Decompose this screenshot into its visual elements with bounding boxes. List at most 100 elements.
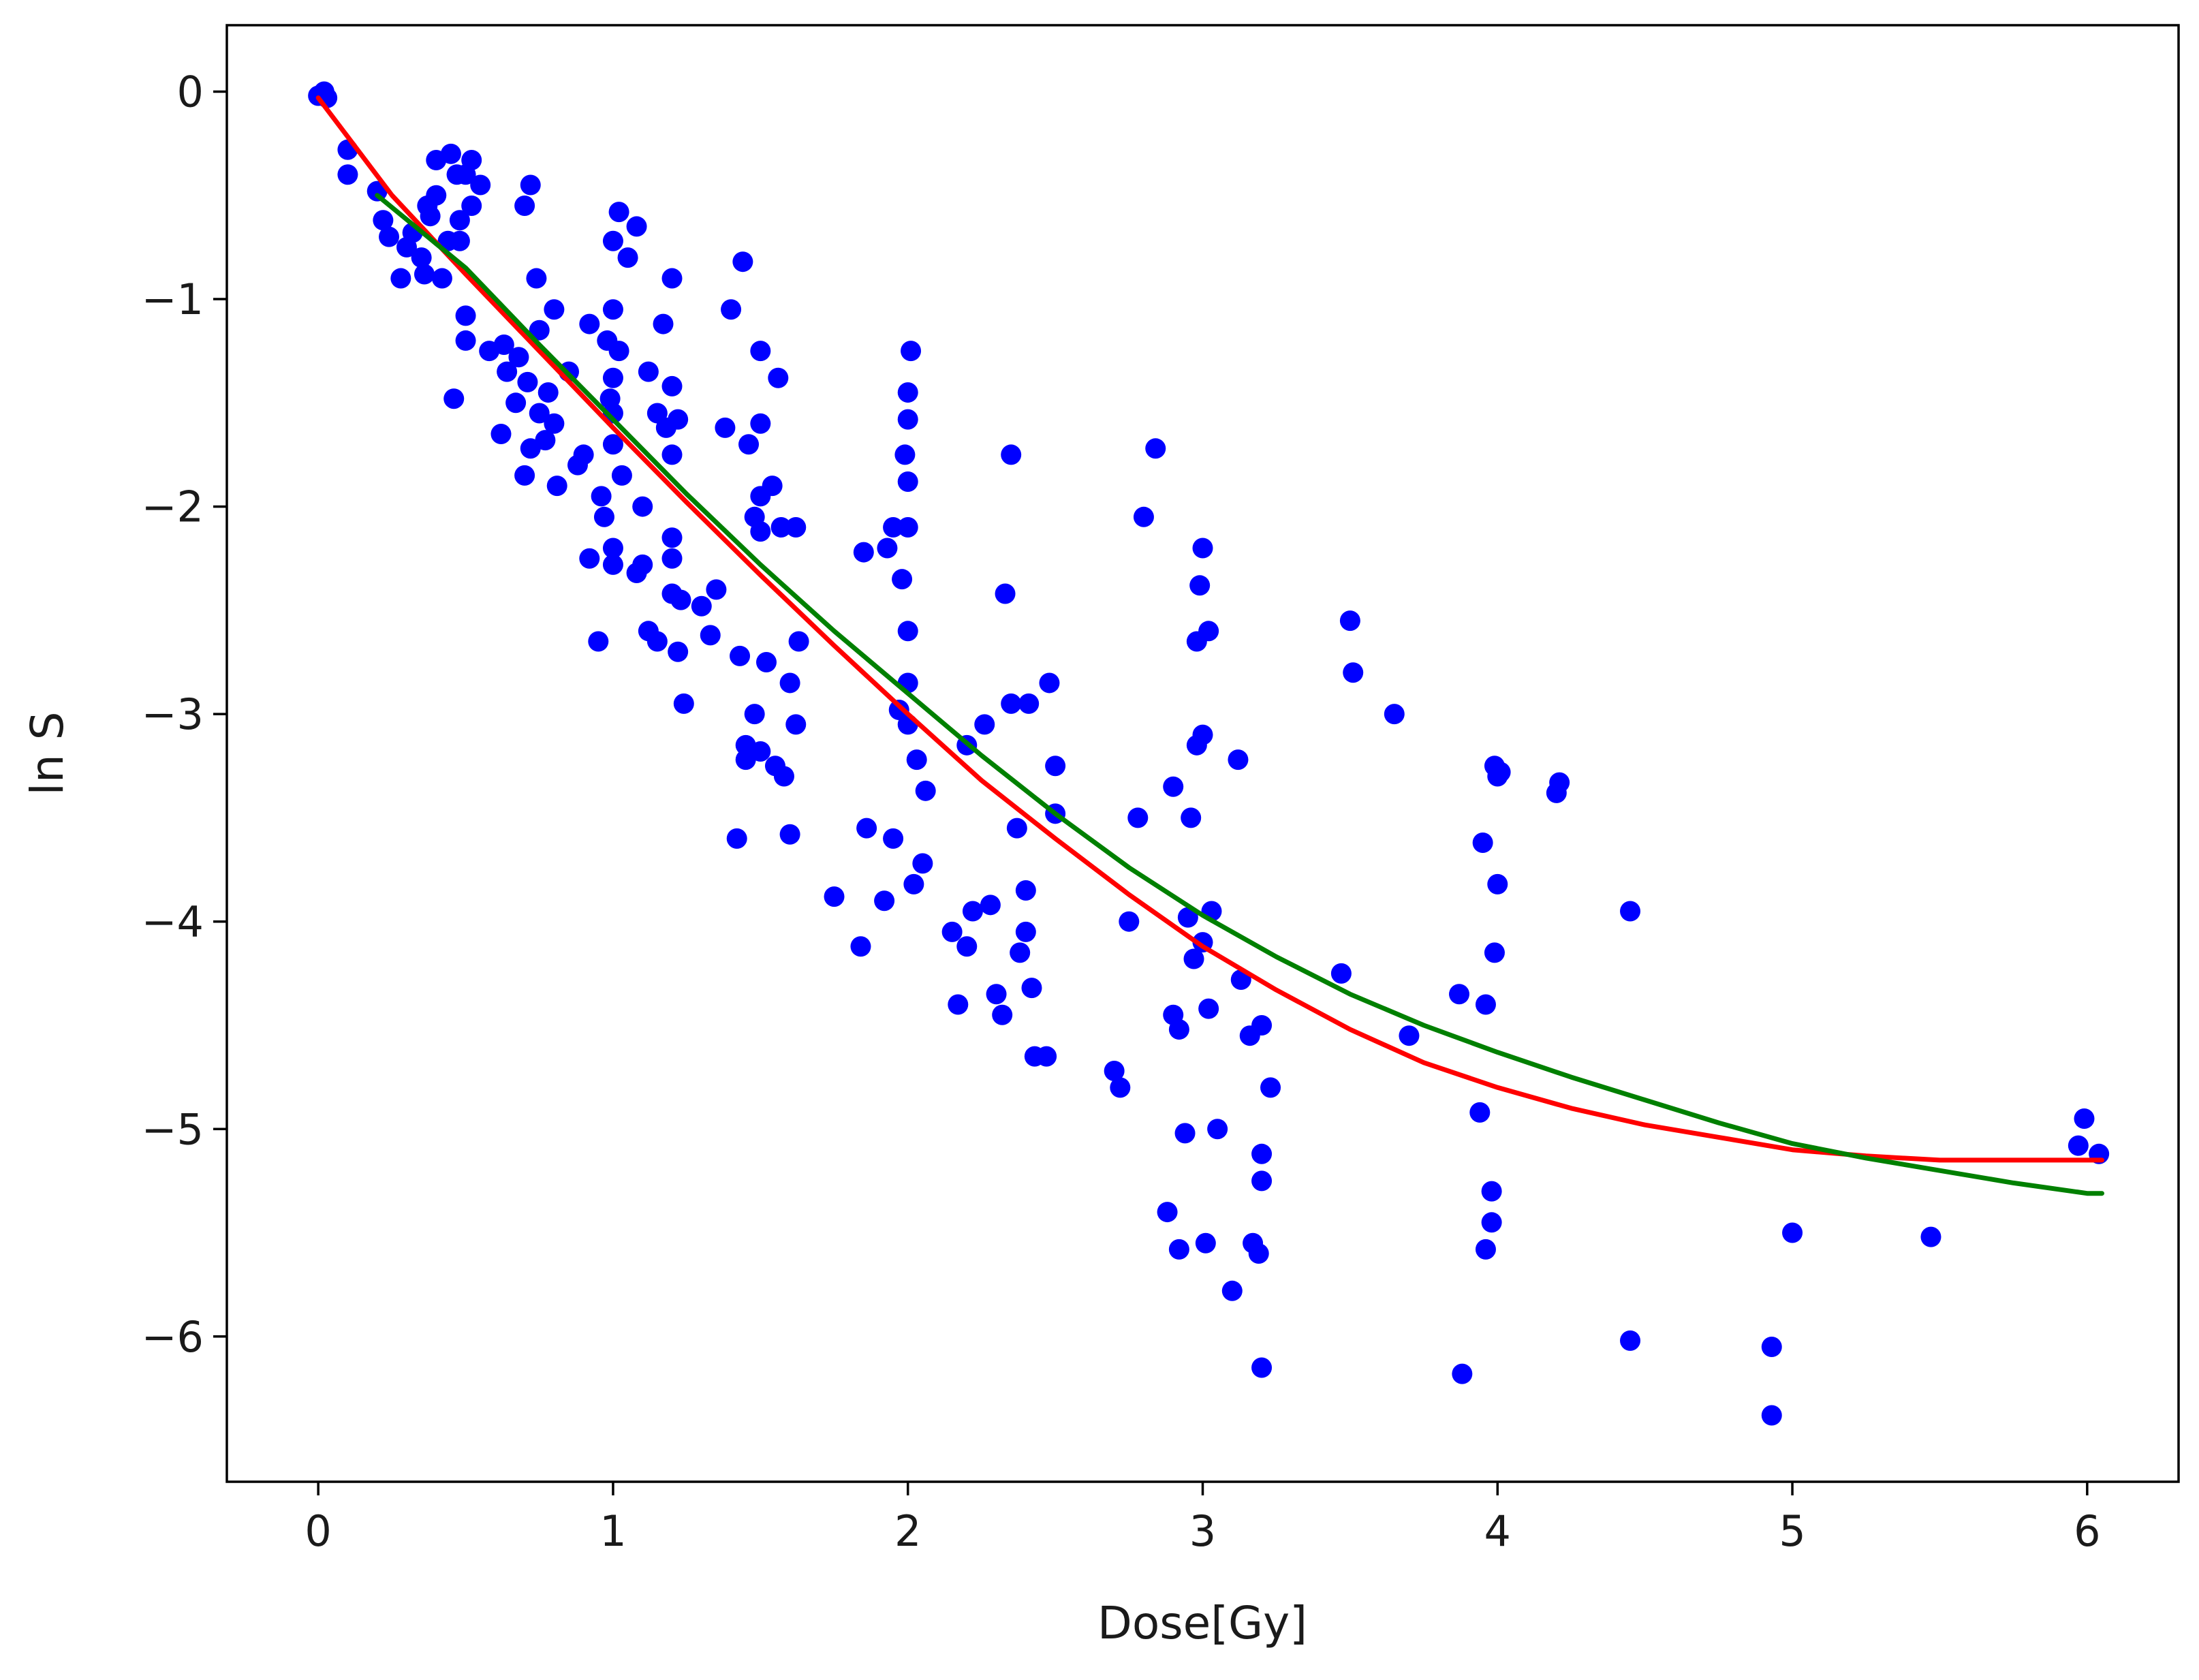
data-point [426, 185, 447, 206]
data-point [906, 749, 927, 771]
data-point [1181, 807, 1202, 828]
data-point [2074, 1108, 2095, 1130]
data-point [608, 341, 629, 362]
data-point [617, 247, 638, 268]
data-point [1472, 832, 1493, 853]
data-point [941, 921, 963, 942]
data-point [894, 444, 916, 465]
y-axis-label: ln S [21, 711, 74, 795]
data-point [856, 818, 877, 839]
data-point [593, 506, 614, 527]
data-point [770, 517, 792, 538]
data-point [730, 645, 751, 666]
data-point [1039, 672, 1060, 694]
data-point [1163, 776, 1184, 797]
data-point [1168, 1239, 1189, 1260]
data-point [449, 210, 470, 231]
data-point [1620, 1330, 1641, 1351]
data-point [668, 641, 689, 662]
data-point [1001, 693, 1022, 714]
data-point [779, 672, 800, 694]
data-point [1021, 978, 1042, 999]
data-point [579, 313, 600, 335]
data-point [915, 780, 936, 801]
data-point [544, 413, 565, 434]
data-point [591, 486, 612, 507]
data-point [897, 714, 918, 735]
data-point [529, 403, 550, 424]
data-point [1001, 444, 1022, 465]
data-point [1399, 1025, 1420, 1046]
x-axis-ticks: 0 1 2 3 4 5 6 [305, 1482, 2101, 1556]
data-point [1127, 807, 1149, 828]
data-point [824, 886, 845, 907]
data-point [992, 1004, 1013, 1025]
data-point [546, 476, 567, 497]
data-point [602, 299, 623, 320]
data-point [897, 517, 918, 538]
data-point [611, 465, 632, 486]
data-point [883, 828, 904, 849]
data-point [661, 268, 683, 289]
fit-curves [315, 95, 2104, 1196]
data-point [461, 149, 482, 170]
data-point [897, 382, 918, 403]
data-point [897, 471, 918, 493]
data-point [517, 371, 538, 392]
data-point [1207, 1119, 1228, 1140]
data-point [1449, 984, 1470, 1005]
data-point [1045, 756, 1066, 777]
data-point [948, 994, 969, 1015]
data-point [850, 936, 871, 957]
data-point [373, 210, 394, 231]
data-point [1174, 1123, 1196, 1144]
y-tick-label: −2 [142, 482, 204, 532]
data-point [1010, 942, 1031, 963]
data-point [1110, 1077, 1131, 1098]
y-tick-label: −3 [142, 689, 204, 739]
data-point [897, 409, 918, 430]
data-point [1487, 873, 1508, 895]
data-point [744, 704, 765, 725]
data-point [1475, 994, 1496, 1015]
data-point [1006, 818, 1027, 839]
data-point [537, 382, 559, 403]
data-point [1104, 1060, 1125, 1081]
data-point [1761, 1405, 1782, 1426]
data-point [602, 434, 623, 455]
data-point [750, 521, 771, 542]
data-point [544, 299, 565, 320]
data-point [779, 824, 800, 845]
x-tick-label: 6 [2074, 1506, 2100, 1556]
data-point [646, 631, 668, 652]
data-point [1251, 1170, 1273, 1192]
data-point [1183, 948, 1204, 969]
data-point [661, 527, 683, 548]
fit-green-line [375, 193, 2104, 1196]
data-point [661, 375, 683, 396]
data-point [785, 517, 807, 538]
data-point [1015, 921, 1036, 942]
data-point [1195, 1232, 1216, 1254]
data-point [653, 313, 674, 335]
data-point [602, 403, 623, 424]
data-point [470, 174, 491, 196]
data-point [1260, 1077, 1281, 1098]
x-tick-label: 0 [305, 1506, 331, 1556]
data-point [1475, 1239, 1496, 1260]
data-point [1198, 998, 1219, 1019]
data-point [901, 341, 922, 362]
data-point [449, 230, 470, 251]
data-point [1339, 610, 1360, 632]
data-point [661, 548, 683, 569]
x-tick-label: 3 [1189, 1506, 1216, 1556]
data-point [1469, 1102, 1491, 1123]
data-point [874, 890, 895, 912]
data-point [1452, 1363, 1473, 1384]
data-point [535, 430, 556, 451]
x-axis-label: Dose[Gy] [1097, 1597, 1307, 1649]
data-point [853, 542, 874, 563]
data-point [668, 409, 689, 430]
data-point [1490, 762, 1511, 783]
